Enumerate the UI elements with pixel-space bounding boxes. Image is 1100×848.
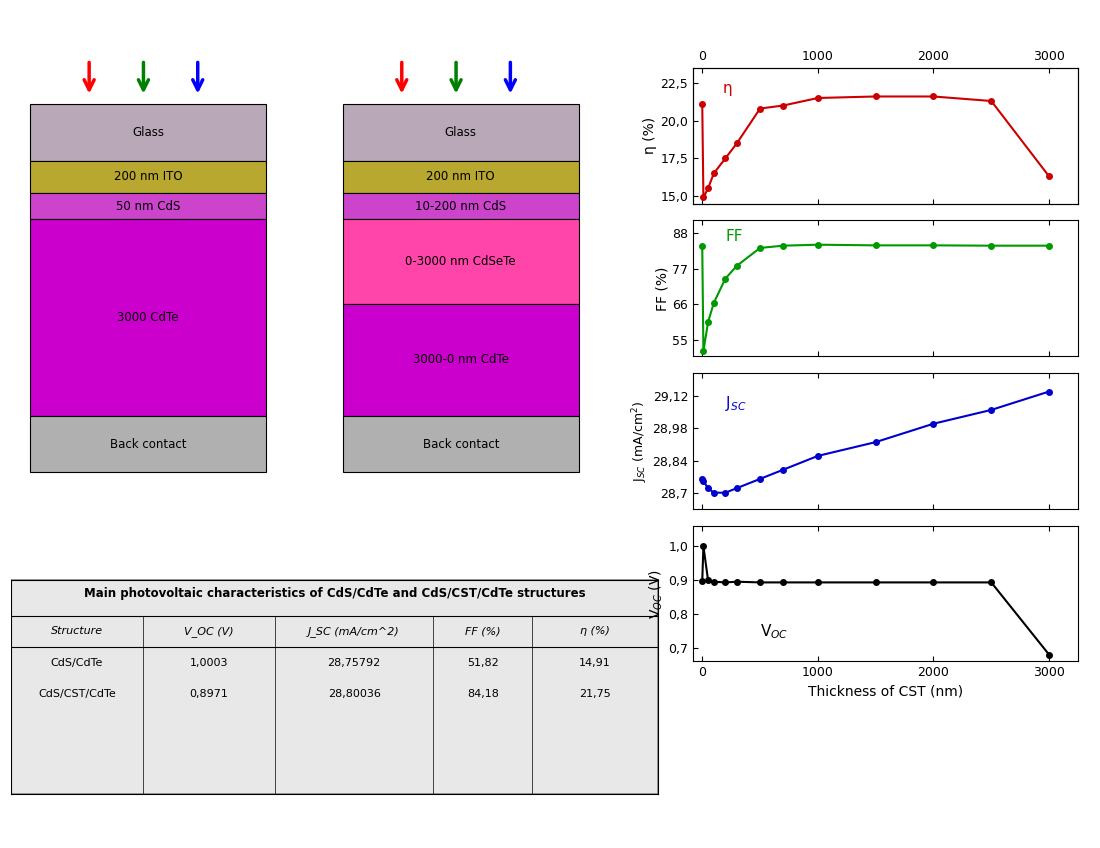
Text: FF (%): FF (%) [465, 626, 501, 636]
Y-axis label: V$_{OC}$ (V): V$_{OC}$ (V) [648, 569, 666, 618]
Text: 200 nm ITO: 200 nm ITO [114, 170, 183, 183]
Text: Glass: Glass [132, 126, 164, 139]
Text: 21,75: 21,75 [580, 689, 611, 699]
Bar [343, 193, 579, 219]
Text: Glass: Glass [444, 126, 476, 139]
Text: J_SC (mA/cm^2): J_SC (mA/cm^2) [308, 626, 400, 637]
Text: Back contact: Back contact [422, 438, 499, 450]
Text: 3000 CdTe: 3000 CdTe [118, 311, 179, 324]
Text: 28,80036: 28,80036 [328, 689, 381, 699]
Bar [343, 219, 579, 304]
Text: V_OC (V): V_OC (V) [184, 626, 234, 637]
Y-axis label: J$_{SC}$ (mA/cm$^2$): J$_{SC}$ (mA/cm$^2$) [630, 400, 650, 482]
Text: 14,91: 14,91 [580, 658, 611, 668]
Text: 200 nm ITO: 200 nm ITO [427, 170, 495, 183]
Bar [30, 416, 266, 472]
Bar [30, 219, 266, 416]
Text: η: η [723, 81, 733, 97]
Text: 0,8971: 0,8971 [189, 689, 229, 699]
Bar [30, 104, 266, 160]
Text: Structure: Structure [51, 626, 103, 636]
Bar [343, 160, 579, 193]
Text: 50 nm CdS: 50 nm CdS [116, 200, 180, 213]
Text: 84,18: 84,18 [468, 689, 498, 699]
Text: 0-3000 nm CdSeTe: 0-3000 nm CdSeTe [406, 255, 516, 268]
X-axis label: Thickness of CST (nm): Thickness of CST (nm) [807, 685, 964, 699]
Text: 28,75792: 28,75792 [328, 658, 381, 668]
Text: 10-200 nm CdS: 10-200 nm CdS [415, 200, 506, 213]
Text: V$_{OC}$: V$_{OC}$ [760, 622, 789, 641]
Text: Main photovoltaic characteristics of CdS/CdTe and CdS/CST/CdTe structures: Main photovoltaic characteristics of CdS… [84, 587, 585, 600]
Bar [343, 416, 579, 472]
Bar [343, 304, 579, 416]
Text: FF: FF [725, 230, 742, 244]
Text: 3000-0 nm CdTe: 3000-0 nm CdTe [412, 354, 509, 366]
Text: CdS/CdTe: CdS/CdTe [51, 658, 103, 668]
Bar [30, 193, 266, 219]
Text: J$_{SC}$: J$_{SC}$ [725, 393, 747, 413]
Text: 51,82: 51,82 [468, 658, 498, 668]
Y-axis label: η (%): η (%) [644, 117, 658, 154]
Bar [343, 104, 579, 160]
Text: 1,0003: 1,0003 [189, 658, 229, 668]
Text: CdS/CST/CdTe: CdS/CST/CdTe [39, 689, 116, 699]
Bar [30, 160, 266, 193]
Y-axis label: FF (%): FF (%) [656, 266, 670, 310]
Text: η (%): η (%) [580, 626, 611, 636]
Text: Back contact: Back contact [110, 438, 186, 450]
